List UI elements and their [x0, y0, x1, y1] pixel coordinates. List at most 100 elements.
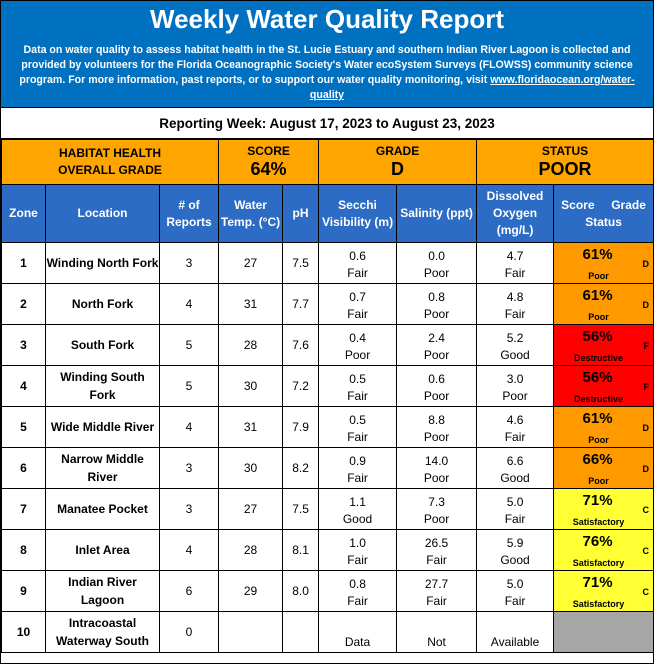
- oxygen-cell: Available: [476, 611, 555, 653]
- grade-value: F: [643, 382, 650, 392]
- secchi-cell: 0.8 Fair: [318, 570, 398, 612]
- website-link[interactable]: www.floridaocean.org/water-quality: [309, 74, 635, 101]
- oxygen-cell: 5.9 Good: [476, 529, 555, 571]
- oxygen-cell: 3.0 Poor: [476, 365, 555, 407]
- score-value: 61%: [582, 410, 613, 427]
- reports-cell: 3: [158, 447, 220, 489]
- salinity-cell: 2.4 Poor: [396, 324, 478, 366]
- secchi-cell: 0.6 Fair: [318, 242, 398, 284]
- temp-cell: 31: [218, 406, 284, 448]
- status-value: Poor: [588, 312, 609, 322]
- reports-cell: 6: [158, 570, 220, 612]
- status-value: Poor: [588, 271, 609, 281]
- zone-cell: 9: [1, 570, 46, 612]
- score-value: 76%: [582, 533, 613, 550]
- status-value: Satisfactory: [572, 517, 625, 527]
- location-cell: South Fork: [45, 324, 160, 366]
- oxygen-cell: 4.7 Fair: [476, 242, 555, 284]
- zone-cell: 1: [1, 242, 46, 284]
- col-salinity: Salinity (ppt): [396, 184, 478, 243]
- overall-score: SCORE 64%: [218, 139, 320, 185]
- temp-cell: 31: [218, 283, 284, 325]
- ph-cell: 8.0: [282, 570, 320, 612]
- ph-cell: 7.9: [282, 406, 320, 448]
- status-value: Satisfactory: [572, 558, 625, 568]
- temp-cell: 27: [218, 242, 284, 284]
- score-value: 61%: [582, 246, 613, 263]
- location-cell: Winding North Fork: [45, 242, 160, 284]
- table-row: 2 North Fork 4 31 7.7 0.7 Fair 0.8 Poor 4.8 Fair 61…: [1, 283, 653, 325]
- score-status-cell: 56% F Destructive: [553, 324, 653, 366]
- score-status-cell: 76% C Satisfactory: [553, 529, 653, 571]
- reports-cell: 4: [158, 406, 220, 448]
- grade-value: C: [642, 587, 650, 597]
- col-reports: # of Reports: [158, 184, 220, 243]
- table-row: 6 Narrow Middle River 3 30 8.2 0.9 Fair 14.0 Poo…: [1, 447, 653, 489]
- zone-cell: 4: [1, 365, 46, 407]
- temp-cell: [218, 611, 284, 653]
- zone-cell: 10: [1, 611, 46, 653]
- score-value: 71%: [582, 574, 613, 591]
- temp-cell: 27: [218, 488, 284, 530]
- salinity-cell: 26.5 Fair: [396, 529, 478, 571]
- score-status-cell: [553, 611, 653, 653]
- score-value: 71%: [582, 492, 613, 509]
- score-status-cell: 66% D Poor: [553, 447, 653, 489]
- salinity-cell: 0.6 Poor: [396, 365, 478, 407]
- secchi-cell: 1.1 Good: [318, 488, 398, 530]
- zone-cell: 6: [1, 447, 46, 489]
- grade-value: D: [642, 423, 650, 433]
- ph-cell: 8.1: [282, 529, 320, 571]
- status-value: Satisfactory: [572, 599, 625, 609]
- water-quality-table: HABITAT HEALTH OVERALL GRADE SCORE 64% G…: [1, 139, 653, 653]
- status-value: Destructive: [574, 353, 624, 363]
- ph-cell: 7.2: [282, 365, 320, 407]
- col-score-status: Score Grade Status: [553, 184, 653, 243]
- grade-value: F: [643, 341, 650, 351]
- table-row: 1 Winding North Fork 3 27 7.5 0.6 Fair 0.0 Poor 4…: [1, 242, 653, 284]
- status-value: Poor: [588, 476, 609, 486]
- location-cell: Winding South Fork: [45, 365, 160, 407]
- oxygen-cell: 5.0 Fair: [476, 488, 555, 530]
- zone-cell: 5: [1, 406, 46, 448]
- overall-grade: GRADE D: [318, 139, 478, 185]
- score-value: 66%: [582, 451, 613, 468]
- report-header: Weekly Water Quality Report Data on wate…: [1, 1, 653, 108]
- table-row: 7 Manatee Pocket 3 27 7.5 1.1 Good 7.3 Poor 5.0 Fa…: [1, 488, 653, 530]
- report-title: Weekly Water Quality Report: [150, 4, 504, 34]
- salinity-cell: 0.0 Poor: [396, 242, 478, 284]
- grade-value: D: [642, 464, 650, 474]
- score-status-cell: 61% D Poor: [553, 406, 653, 448]
- score-value: 56%: [582, 369, 613, 386]
- zone-cell: 8: [1, 529, 46, 571]
- reporting-week: Reporting Week: August 17, 2023 to Augus…: [1, 108, 653, 139]
- reports-cell: 3: [158, 488, 220, 530]
- status-value: Poor: [588, 435, 609, 445]
- table-row: 4 Winding South Fork 5 30 7.2 0.5 Fair 0.6 Poor 3…: [1, 365, 653, 407]
- location-cell: Indian River Lagoon: [45, 570, 160, 612]
- location-cell: Inlet Area: [45, 529, 160, 571]
- col-temp: Water Temp. (°C): [218, 184, 284, 243]
- column-header-row: Zone Location # of Reports Water Temp. (…: [1, 184, 653, 243]
- status-value: Destructive: [574, 394, 624, 404]
- secchi-cell: 0.4 Poor: [318, 324, 398, 366]
- salinity-cell: Not: [396, 611, 478, 653]
- secchi-cell: 0.5 Fair: [318, 365, 398, 407]
- temp-cell: 30: [218, 447, 284, 489]
- reports-cell: 3: [158, 242, 220, 284]
- ph-cell: 7.7: [282, 283, 320, 325]
- ph-cell: 7.6: [282, 324, 320, 366]
- location-cell: Manatee Pocket: [45, 488, 160, 530]
- salinity-cell: 27.7 Fair: [396, 570, 478, 612]
- oxygen-cell: 5.2 Good: [476, 324, 555, 366]
- secchi-cell: 1.0 Fair: [318, 529, 398, 571]
- reports-cell: 5: [158, 365, 220, 407]
- score-status-cell: 61% D Poor: [553, 242, 653, 284]
- zone-rows: 1 Winding North Fork 3 27 7.5 0.6 Fair 0.0 Poor 4…: [1, 242, 653, 612]
- score-value: 61%: [582, 287, 613, 304]
- oxygen-cell: 5.0 Fair: [476, 570, 555, 612]
- oxygen-cell: 6.6 Good: [476, 447, 555, 489]
- reports-cell: 4: [158, 529, 220, 571]
- ph-cell: 8.2: [282, 447, 320, 489]
